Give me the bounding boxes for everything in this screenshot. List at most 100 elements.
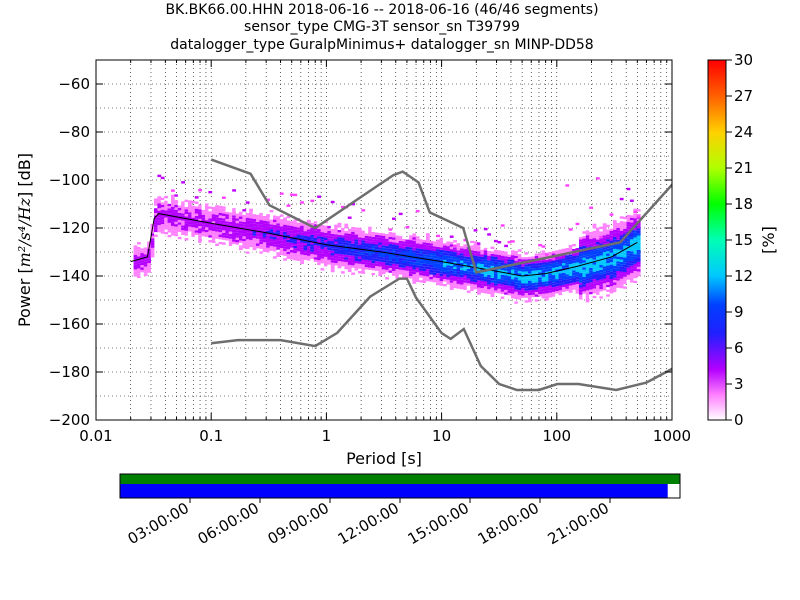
- heat-cell: [232, 239, 236, 242]
- heat-cell: [153, 224, 158, 228]
- heat-cell: [626, 262, 631, 266]
- heat-cell: [575, 257, 580, 261]
- heat-cell: [136, 249, 141, 252]
- heat-cell: [354, 275, 359, 278]
- heat-cell: [402, 253, 406, 256]
- heat-cell: [412, 243, 417, 246]
- colorbar-tick-label: 18: [734, 195, 753, 213]
- heat-cell: [561, 275, 566, 278]
- heat-cell: [177, 210, 182, 213]
- heat-cell: [612, 280, 617, 283]
- heat-cell: [303, 228, 308, 232]
- heat-cell: [313, 242, 318, 246]
- heat-cell: [184, 223, 189, 227]
- heat-cell: [225, 221, 230, 224]
- heat-cell: [133, 250, 138, 253]
- heat-cell: [619, 245, 624, 248]
- heat-cell: [480, 261, 485, 265]
- heat-cell: [521, 290, 525, 294]
- heat-cell: [245, 229, 250, 233]
- heat-cell: [378, 266, 383, 269]
- heat-cell: [524, 290, 529, 294]
- heat-cell: [170, 221, 175, 224]
- heat-cell: [619, 233, 624, 236]
- heat-cell: [184, 197, 189, 200]
- heat-cell: [198, 223, 202, 227]
- heat-cell: [432, 258, 437, 261]
- heat-cell: [381, 235, 386, 239]
- heat-cell: [412, 281, 417, 284]
- heat-cell: [449, 244, 454, 247]
- heat-cell: [177, 198, 182, 201]
- heat-cell: [164, 219, 168, 223]
- heat-cell: [616, 230, 621, 233]
- heat-cell: [164, 224, 168, 228]
- heat-cell: [266, 247, 270, 251]
- heat-cell: [510, 271, 515, 275]
- heat-cell: [463, 238, 468, 242]
- heat-cell: [633, 213, 638, 216]
- heat-cell: [320, 248, 325, 252]
- heat-cell: [595, 249, 600, 252]
- heat-cell: [636, 242, 641, 246]
- heat-cell: [140, 248, 145, 251]
- heat-cell: [636, 225, 641, 229]
- heat-cell: [208, 203, 213, 207]
- heat-cell: [609, 252, 614, 256]
- heat-cell: [507, 273, 512, 277]
- heat-cell: [170, 233, 175, 236]
- heat-cell: [466, 266, 471, 269]
- heat-cell: [456, 252, 461, 256]
- heat-cell: [439, 264, 444, 267]
- heat-cell: [534, 263, 539, 266]
- heat-cell: [504, 268, 508, 271]
- heat-cell: [538, 294, 542, 297]
- heat-cell: [157, 174, 162, 178]
- heat-cell: [385, 253, 389, 256]
- heat-cell: [279, 262, 284, 265]
- heat-cell: [364, 238, 369, 241]
- heat-cell: [225, 209, 230, 212]
- heat-cell: [422, 266, 427, 269]
- heat-cell: [456, 271, 461, 275]
- heat-cell: [419, 265, 423, 269]
- heat-cell: [170, 211, 175, 214]
- heat-cell: [585, 254, 590, 257]
- heat-cell: [136, 275, 141, 279]
- heat-cell: [493, 261, 498, 265]
- heat-cell: [391, 217, 396, 220]
- heat-cell: [317, 245, 321, 249]
- heat-cell: [211, 223, 216, 227]
- heat-cell: [470, 250, 474, 253]
- heat-cell: [524, 273, 529, 277]
- heat-cell: [619, 252, 624, 255]
- heat-cell: [436, 273, 440, 276]
- heat-cell: [303, 226, 308, 229]
- heat-cell: [245, 224, 250, 228]
- heat-cell: [609, 250, 614, 253]
- heat-cell: [391, 242, 396, 245]
- heat-cell: [578, 261, 583, 264]
- heat-cell: [582, 240, 587, 244]
- heat-cell: [164, 217, 168, 220]
- heat-cell: [544, 250, 549, 253]
- heat-cell: [140, 253, 145, 256]
- heat-cell: [143, 249, 148, 253]
- heat-cell: [398, 245, 403, 249]
- heat-cell: [143, 247, 148, 250]
- heat-cell: [181, 218, 185, 221]
- heat-cell: [269, 248, 274, 251]
- heat-cell: [517, 287, 522, 291]
- heat-cell: [415, 267, 420, 270]
- heat-cell: [300, 259, 304, 262]
- heat-cell: [272, 256, 277, 259]
- heat-cell: [228, 205, 233, 208]
- heat-cell: [609, 262, 614, 265]
- heat-cell: [544, 269, 549, 272]
- heat-cell: [238, 211, 243, 215]
- heat-cell: [619, 247, 624, 250]
- heat-cell: [198, 189, 202, 192]
- heat-cell: [561, 263, 566, 266]
- heat-cell: [269, 226, 274, 230]
- heat-cell: [347, 238, 352, 241]
